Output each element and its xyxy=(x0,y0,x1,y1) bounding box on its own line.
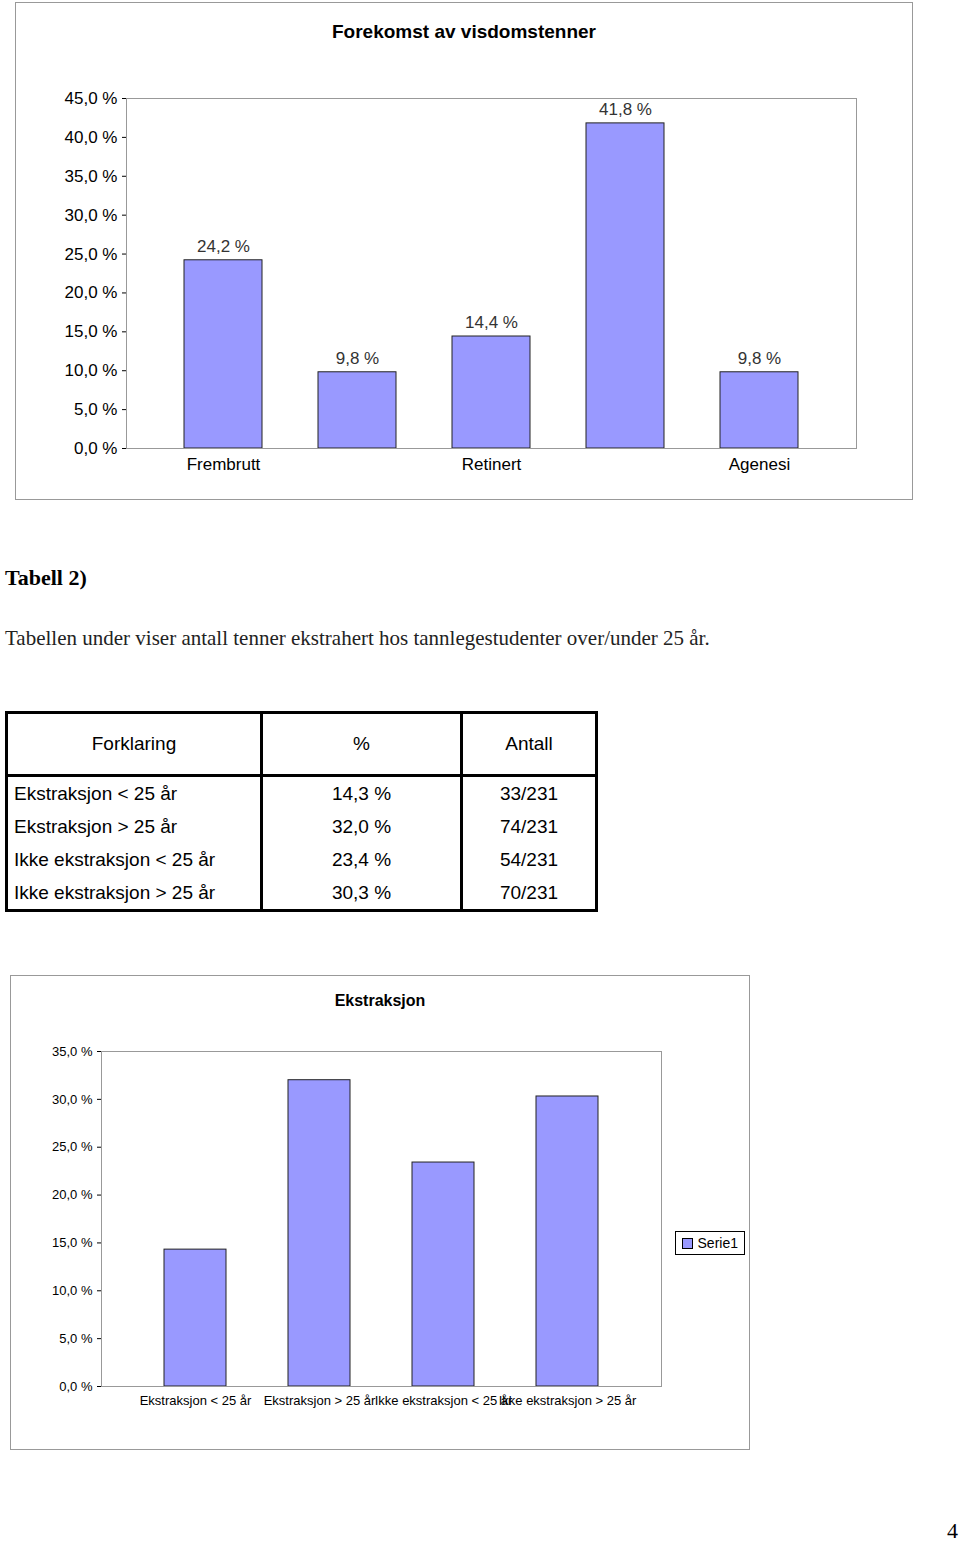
svg-text:Agenesi: Agenesi xyxy=(729,455,790,474)
svg-text:0,0 %: 0,0 % xyxy=(59,1379,93,1394)
html-text:54/231: 54/231 xyxy=(499,848,559,870)
svg-text:10,0 %: 10,0 % xyxy=(52,1283,93,1298)
svg-text:5,0 %: 5,0 % xyxy=(59,1331,93,1346)
svg-text:25,0 %: 25,0 % xyxy=(65,244,118,263)
html-text:70/231: 70/231 xyxy=(499,881,559,903)
svg-text:Ikke ekstraksjon > 25 år: Ikke ekstraksjon > 25 år xyxy=(499,1393,637,1408)
html-text:Tabell 2): Tabell 2) xyxy=(5,565,87,590)
html-text:Ikke ekstraksjon > 25 år: Ikke ekstraksjon > 25 år xyxy=(14,881,216,903)
html-text:33/231: 33/231 xyxy=(499,782,559,804)
svg-text:30,0 %: 30,0 % xyxy=(52,1092,93,1107)
svg-text:20,0 %: 20,0 % xyxy=(52,1187,93,1202)
html-text:Forklaring: Forklaring xyxy=(91,733,177,754)
html-text:Tabellen under viser antall te: Tabellen under viser antall tenner ekstr… xyxy=(5,626,710,650)
html-text:14,3 %: 14,3 % xyxy=(331,782,392,804)
html-text:32,0 %: 32,0 % xyxy=(331,815,392,837)
svg-text:5,0 %: 5,0 % xyxy=(74,400,117,419)
html-text:Forekomst av visdomstenner: Forekomst av visdomstenner xyxy=(332,21,596,42)
svg-text:Ekstraksjon > 25 år: Ekstraksjon > 25 år xyxy=(264,1393,376,1408)
svg-text:15,0 %: 15,0 % xyxy=(52,1235,93,1250)
svg-text:Frembrutt: Frembrutt xyxy=(187,455,261,474)
svg-text:35,0 %: 35,0 % xyxy=(52,1044,93,1059)
html-text:Ekstraksjon < 25 år: Ekstraksjon < 25 år xyxy=(14,782,178,804)
svg-text:9,8 %: 9,8 % xyxy=(738,349,781,368)
html-text:Ekstraksjon: Ekstraksjon xyxy=(334,992,426,1009)
svg-text:9,8 %: 9,8 % xyxy=(336,349,379,368)
svg-text:Retinert: Retinert xyxy=(462,455,522,474)
svg-text:Ekstraksjon < 25 år: Ekstraksjon < 25 år xyxy=(140,1393,252,1408)
svg-text:20,0 %: 20,0 % xyxy=(65,283,118,302)
svg-text:35,0 %: 35,0 % xyxy=(65,167,118,186)
html-text:4: 4 xyxy=(947,1518,958,1543)
html-text:30,3 %: 30,3 % xyxy=(331,881,392,903)
svg-text:25,0 %: 25,0 % xyxy=(52,1139,93,1154)
html-text:74/231: 74/231 xyxy=(499,815,559,837)
html-text:Ekstraksjon > 25 år: Ekstraksjon > 25 år xyxy=(14,815,178,837)
html-text:Ikke ekstraksjon < 25 år: Ikke ekstraksjon < 25 år xyxy=(14,848,216,870)
html-text:23,4 %: 23,4 % xyxy=(331,848,392,870)
svg-text:0,0 %: 0,0 % xyxy=(74,439,117,458)
svg-text:10,0 %: 10,0 % xyxy=(65,361,118,380)
html-text:Antall: Antall xyxy=(505,733,553,754)
svg-text:14,4 %: 14,4 % xyxy=(465,313,518,332)
svg-text:41,8 %: 41,8 % xyxy=(599,100,652,119)
svg-text:45,0 %: 45,0 % xyxy=(65,89,118,108)
html-text:Serie1: Serie1 xyxy=(697,1235,738,1251)
svg-text:24,2 %: 24,2 % xyxy=(197,237,250,256)
svg-text:40,0 %: 40,0 % xyxy=(65,128,118,147)
svg-text:30,0 %: 30,0 % xyxy=(65,206,118,225)
svg-text:15,0 %: 15,0 % xyxy=(65,322,118,341)
svg-text:Ikke ekstraksjon < 25 år: Ikke ekstraksjon < 25 år xyxy=(375,1393,513,1408)
